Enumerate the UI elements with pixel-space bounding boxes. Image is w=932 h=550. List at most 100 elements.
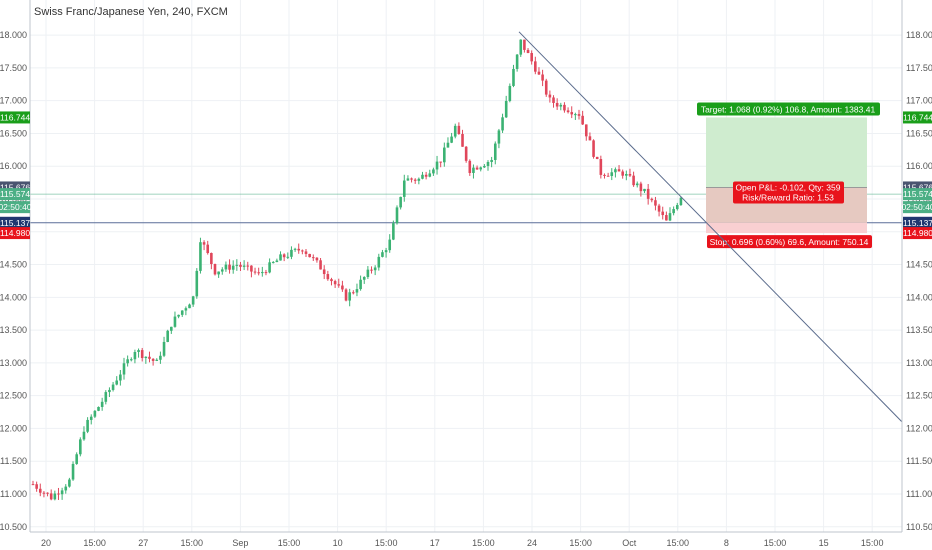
candle-body (162, 341, 166, 356)
candle (111, 381, 115, 392)
candle-body (632, 175, 635, 186)
candle-body (239, 264, 242, 267)
candle-body (592, 140, 595, 157)
candle-body (453, 125, 457, 137)
risk-reward-label: Risk/Reward Ratio: 1.53 (742, 192, 834, 202)
candle-body (257, 272, 260, 274)
candle (493, 141, 497, 165)
candle (199, 237, 202, 274)
candle-body (97, 406, 100, 411)
candle (486, 160, 490, 171)
candle (108, 387, 111, 398)
candle (512, 64, 515, 88)
candle-body (399, 196, 402, 208)
candle-body (606, 175, 610, 177)
candle (523, 39, 526, 53)
candle (253, 267, 257, 275)
candle-body (610, 172, 614, 176)
trendline-group[interactable] (518, 31, 903, 423)
candle (508, 83, 512, 103)
candle-body (213, 264, 217, 275)
candle-body (639, 183, 643, 192)
trendline[interactable] (518, 31, 903, 423)
candle-body (570, 112, 574, 115)
y-tick-label-right: 117.000 (906, 96, 932, 106)
candle (661, 206, 665, 220)
candle (581, 110, 584, 125)
candle (224, 261, 228, 272)
candle-body (35, 484, 38, 489)
candle (177, 314, 180, 319)
x-tick-label: Sep (232, 538, 248, 548)
candle-body (155, 359, 159, 361)
candle-body (584, 124, 588, 137)
y-tick-label-right: 118.000 (906, 30, 932, 40)
candle-body (359, 279, 362, 290)
candle-body (501, 117, 504, 131)
right-tag-open: 115.676 (903, 182, 932, 192)
candle-body (490, 159, 493, 162)
candle-body (406, 178, 410, 181)
candle-body (665, 215, 668, 221)
candle-body (679, 197, 683, 206)
candle-body (242, 265, 246, 267)
candle-body (348, 292, 351, 301)
candle-body (646, 188, 650, 199)
candle (421, 171, 424, 180)
y-tick-label-left: 114.000 (0, 292, 27, 302)
candle-body (282, 254, 286, 258)
candle (122, 357, 126, 380)
candle (337, 278, 341, 288)
candle (373, 265, 377, 276)
candle-body (515, 54, 519, 69)
candle (399, 196, 402, 210)
candle (584, 124, 588, 141)
y-tick-label-right: 111.500 (906, 456, 932, 466)
candle (530, 50, 533, 65)
candle (435, 155, 439, 175)
candle-body (308, 253, 311, 258)
long-position-tool[interactable]: Target: 1.068 (0.92%) 106.8, Amount: 138… (697, 102, 880, 249)
candle-body (129, 359, 133, 361)
candle (384, 247, 388, 258)
candle (443, 142, 446, 167)
candle-body (621, 171, 624, 176)
candle-body (173, 316, 177, 327)
candle (210, 252, 213, 270)
candle-body (108, 389, 111, 393)
candle-body (555, 102, 559, 107)
candle-body (377, 256, 381, 268)
candle-body (439, 161, 442, 163)
candle-body (530, 53, 533, 62)
y-tick-label-left: 114.500 (0, 260, 27, 270)
candle-body (217, 271, 220, 275)
candle-body (574, 114, 577, 116)
candle (220, 267, 224, 275)
candle-body (210, 253, 213, 265)
candle (577, 109, 581, 120)
candle (279, 251, 282, 261)
y-tick-label-left: 113.000 (0, 358, 27, 368)
candle-body (672, 209, 675, 214)
y-tick-label-left: 111.000 (0, 489, 27, 499)
candle-body (326, 274, 330, 280)
candle-body (424, 174, 428, 177)
candle (79, 437, 82, 457)
candle (319, 258, 322, 270)
candle (392, 220, 395, 241)
candle-body (657, 205, 661, 212)
y-tick-label-left: 112.000 (0, 423, 27, 433)
candle-body (177, 314, 180, 317)
candle (643, 188, 646, 193)
candle (75, 452, 78, 465)
candle-body (493, 143, 497, 160)
candle (668, 207, 672, 222)
candle (188, 303, 191, 309)
right-tag-countdown: 02:50:40 (901, 202, 932, 212)
candle-body (552, 97, 555, 103)
candle (133, 349, 137, 364)
y-tick-label-right: 116.500 (906, 128, 932, 138)
candle-body (512, 68, 515, 86)
